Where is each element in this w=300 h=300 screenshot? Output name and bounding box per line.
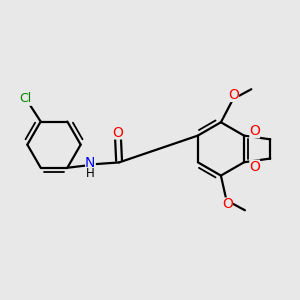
Text: O: O [249, 124, 260, 138]
Text: O: O [112, 126, 123, 140]
Text: N: N [85, 157, 95, 170]
Text: O: O [249, 160, 260, 173]
Text: O: O [228, 88, 239, 102]
Text: O: O [222, 197, 233, 212]
Text: H: H [86, 167, 95, 180]
Text: Cl: Cl [20, 92, 32, 105]
